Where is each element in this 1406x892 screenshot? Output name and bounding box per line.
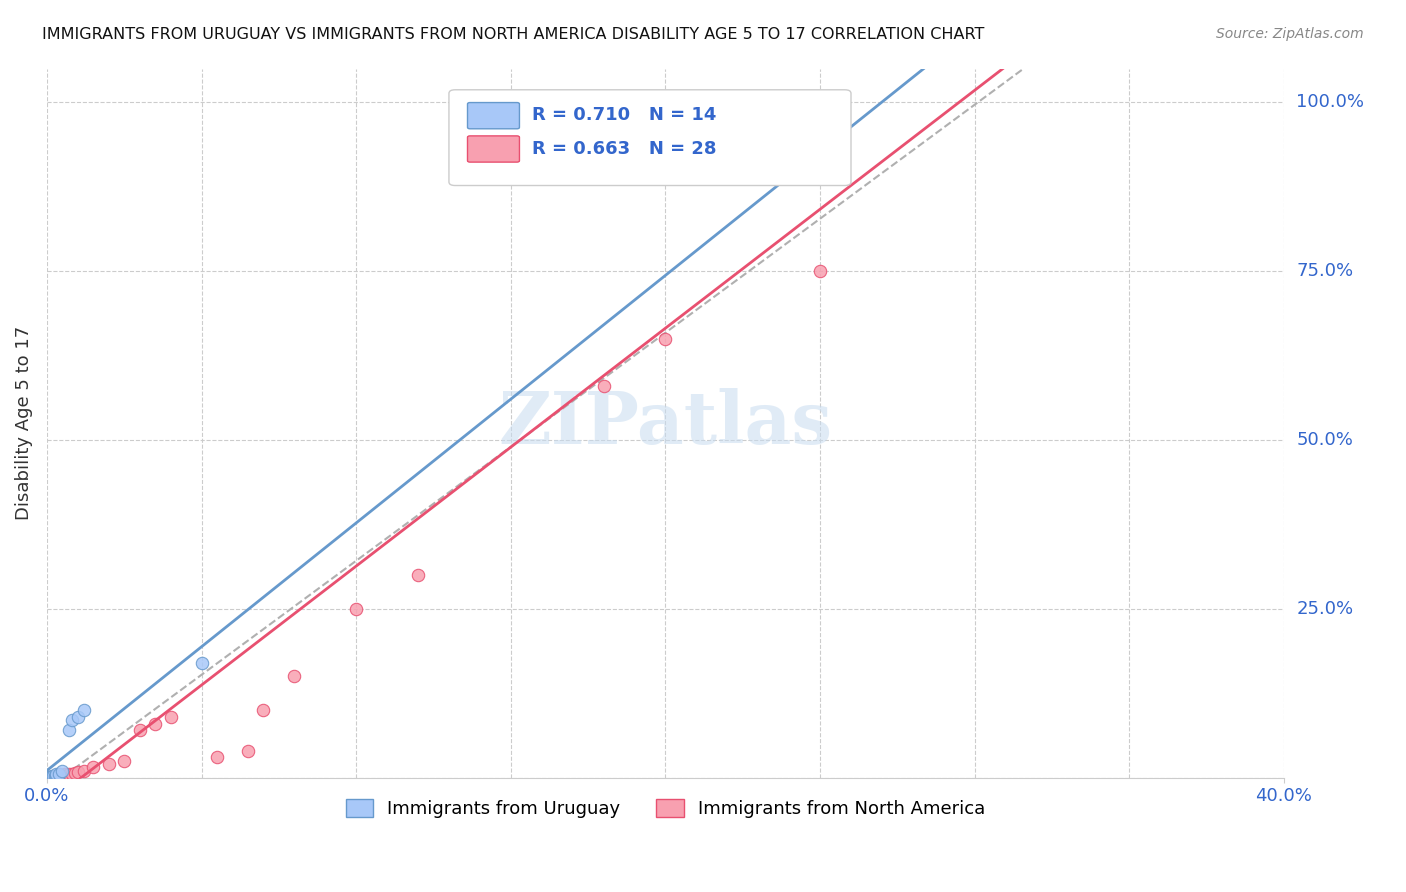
Text: 25.0%: 25.0% bbox=[1296, 599, 1354, 618]
Point bbox=[406, 568, 429, 582]
Text: Source: ZipAtlas.com: Source: ZipAtlas.com bbox=[1216, 27, 1364, 41]
Text: ZIPatlas: ZIPatlas bbox=[498, 387, 832, 458]
Point bbox=[60, 766, 83, 780]
Point bbox=[51, 768, 73, 782]
Point bbox=[45, 769, 67, 783]
Point bbox=[45, 768, 67, 782]
Point bbox=[252, 703, 274, 717]
Y-axis label: Disability Age 5 to 17: Disability Age 5 to 17 bbox=[15, 326, 32, 520]
Point bbox=[808, 264, 831, 278]
Text: IMMIGRANTS FROM URUGUAY VS IMMIGRANTS FROM NORTH AMERICA DISABILITY AGE 5 TO 17 : IMMIGRANTS FROM URUGUAY VS IMMIGRANTS FR… bbox=[42, 27, 984, 42]
Text: 100.0%: 100.0% bbox=[1296, 94, 1364, 112]
Point bbox=[66, 710, 89, 724]
Point bbox=[42, 770, 65, 784]
Point bbox=[190, 656, 212, 670]
Point bbox=[283, 669, 305, 683]
Point bbox=[112, 754, 135, 768]
Text: R = 0.663   N = 28: R = 0.663 N = 28 bbox=[531, 140, 716, 158]
Point bbox=[48, 767, 70, 781]
Point bbox=[159, 710, 181, 724]
Point bbox=[42, 769, 65, 783]
Point bbox=[39, 770, 62, 784]
Text: R = 0.710   N = 14: R = 0.710 N = 14 bbox=[531, 106, 716, 124]
Point bbox=[592, 379, 614, 393]
Legend: Immigrants from Uruguay, Immigrants from North America: Immigrants from Uruguay, Immigrants from… bbox=[339, 791, 993, 825]
Text: 50.0%: 50.0% bbox=[1296, 431, 1353, 449]
Point bbox=[205, 750, 228, 764]
Point bbox=[128, 723, 150, 738]
Point bbox=[143, 716, 166, 731]
Point bbox=[58, 723, 80, 738]
FancyBboxPatch shape bbox=[468, 136, 519, 162]
Point bbox=[39, 770, 62, 784]
Point bbox=[60, 713, 83, 727]
Point bbox=[63, 765, 86, 780]
Point bbox=[344, 601, 367, 615]
Point bbox=[44, 768, 66, 782]
Point bbox=[51, 764, 73, 778]
Point bbox=[236, 743, 259, 757]
Point bbox=[45, 768, 67, 782]
Point bbox=[499, 95, 522, 110]
Point bbox=[66, 765, 89, 780]
Point bbox=[73, 703, 96, 717]
Point bbox=[41, 769, 63, 783]
Point bbox=[55, 767, 77, 781]
FancyBboxPatch shape bbox=[449, 90, 851, 186]
Point bbox=[48, 768, 70, 782]
Text: 75.0%: 75.0% bbox=[1296, 262, 1354, 280]
Point bbox=[58, 767, 80, 781]
Point bbox=[37, 770, 59, 784]
FancyBboxPatch shape bbox=[468, 103, 519, 128]
Point bbox=[82, 760, 104, 774]
Point bbox=[654, 332, 676, 346]
Point bbox=[97, 757, 120, 772]
Point bbox=[73, 764, 96, 778]
Point bbox=[45, 767, 67, 781]
